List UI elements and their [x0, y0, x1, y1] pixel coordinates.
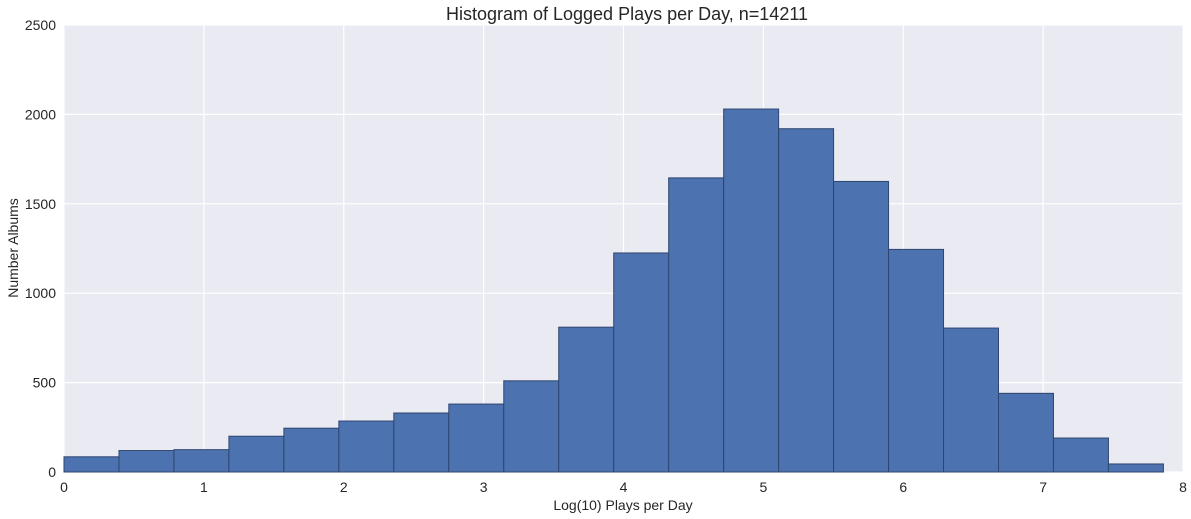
x-tick-label: 1 [200, 479, 208, 495]
histogram-bar [228, 435, 285, 473]
y-tick-label: 500 [33, 375, 57, 391]
y-tick-label: 2500 [25, 17, 56, 33]
x-tick-label: 3 [480, 479, 488, 495]
histogram-bar [998, 392, 1054, 473]
histogram-bar [558, 326, 615, 473]
histogram-bar [833, 180, 890, 473]
histogram-bar [393, 412, 450, 473]
histogram-bar [173, 449, 230, 473]
histogram-bar [503, 380, 560, 473]
histogram-bar [283, 427, 340, 473]
histogram-bar [338, 420, 395, 473]
histogram-bar [613, 252, 670, 473]
histogram-bar [118, 450, 175, 473]
x-tick-label: 5 [759, 479, 767, 495]
histogram-bar [778, 128, 835, 473]
x-tick-label: 2 [340, 479, 348, 495]
tick-labels: 0 1 2 3 4 5 6 7 8 0 500 1000 1500 2000 2500 [25, 17, 1187, 495]
x-tick-label: 4 [620, 479, 628, 495]
histogram-bar [943, 327, 1000, 473]
y-tick-label: 1500 [25, 196, 56, 212]
histogram-bar [63, 456, 120, 473]
x-tick-label: 0 [60, 479, 68, 495]
histogram-bar [1052, 437, 1109, 473]
histogram-bars [63, 108, 1164, 473]
chart-title: Histogram of Logged Plays per Day, n=142… [446, 4, 808, 24]
histogram-bar [668, 177, 725, 473]
x-tick-label: 8 [1179, 479, 1187, 495]
y-axis-title: Number Albums [5, 198, 21, 298]
x-tick-label: 7 [1039, 479, 1047, 495]
x-axis-title: Log(10) Plays per Day [553, 497, 692, 513]
y-tick-label: 2000 [25, 106, 56, 122]
x-tick-label: 6 [899, 479, 907, 495]
y-tick-label: 0 [48, 464, 56, 480]
histogram-bar [888, 248, 945, 473]
y-tick-label: 1000 [25, 285, 56, 301]
histogram-bar [448, 403, 505, 473]
histogram-bar [1107, 463, 1164, 473]
histogram-bar [723, 108, 780, 473]
